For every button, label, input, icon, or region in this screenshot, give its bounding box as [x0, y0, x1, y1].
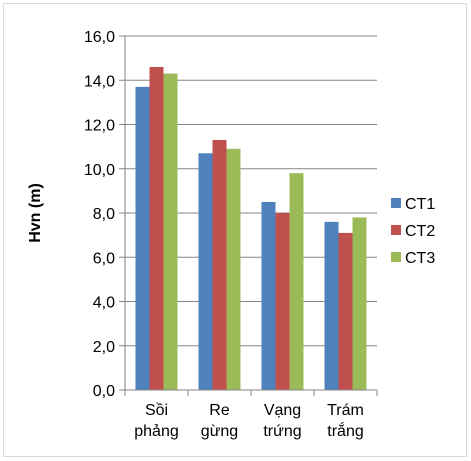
y-tick-label: 12,0 [84, 118, 115, 135]
legend-label-ct3: CT3 [405, 250, 435, 267]
bar-ct2 [212, 139, 227, 390]
y-tick-label: 6,0 [93, 250, 115, 267]
x-tick-label: Trám [327, 402, 364, 419]
legend: CT1 CT2 CT3 [391, 196, 435, 267]
bar-ct3 [163, 73, 178, 391]
x-tick-label: gừng [201, 423, 238, 440]
x-tick-label: Vạng [264, 402, 301, 419]
bar-ct2 [338, 232, 353, 390]
bar-ct1 [135, 86, 150, 390]
y-tick-label: 10,0 [84, 162, 115, 179]
y-tick-label: 16,0 [84, 29, 115, 46]
y-tick-label: 8,0 [93, 206, 115, 223]
axes [124, 36, 377, 391]
y-axis-ticks: 0,0 2,0 4,0 6,0 8,0 10,0 12,0 14,0 16,0 [84, 29, 125, 400]
bars [135, 66, 367, 391]
x-tick-label: phảng [134, 423, 179, 440]
bar-ct2 [149, 66, 164, 390]
y-tick-label: 14,0 [84, 73, 115, 90]
x-tick-label: Sồi [145, 402, 168, 419]
bar-ct2 [275, 213, 290, 390]
bar-ct1 [198, 153, 213, 390]
bar-ct3 [226, 148, 241, 390]
legend-swatch-ct3 [391, 252, 401, 262]
y-tick-label: 4,0 [93, 295, 115, 312]
x-tick-label: trứng [263, 423, 301, 440]
x-axis-ticks: Sồi phảng Re gừng Vạng trứng Trám trắng [124, 390, 378, 440]
y-axis-label: Hvn (m) [27, 183, 44, 243]
chart-frame [3, 3, 467, 457]
legend-swatch-ct1 [391, 198, 401, 208]
legend-label-ct2: CT2 [405, 223, 435, 240]
x-tick-label: trắng [327, 421, 363, 440]
bar-ct3 [289, 173, 304, 390]
y-tick-label: 0,0 [93, 383, 115, 400]
x-tick-label: Re [209, 402, 230, 419]
legend-swatch-ct2 [391, 225, 401, 235]
bar-ct3 [352, 217, 367, 390]
legend-label-ct1: CT1 [405, 196, 435, 213]
bar-ct1 [261, 201, 276, 390]
y-tick-label: 2,0 [93, 339, 115, 356]
bar-ct1 [324, 221, 339, 390]
